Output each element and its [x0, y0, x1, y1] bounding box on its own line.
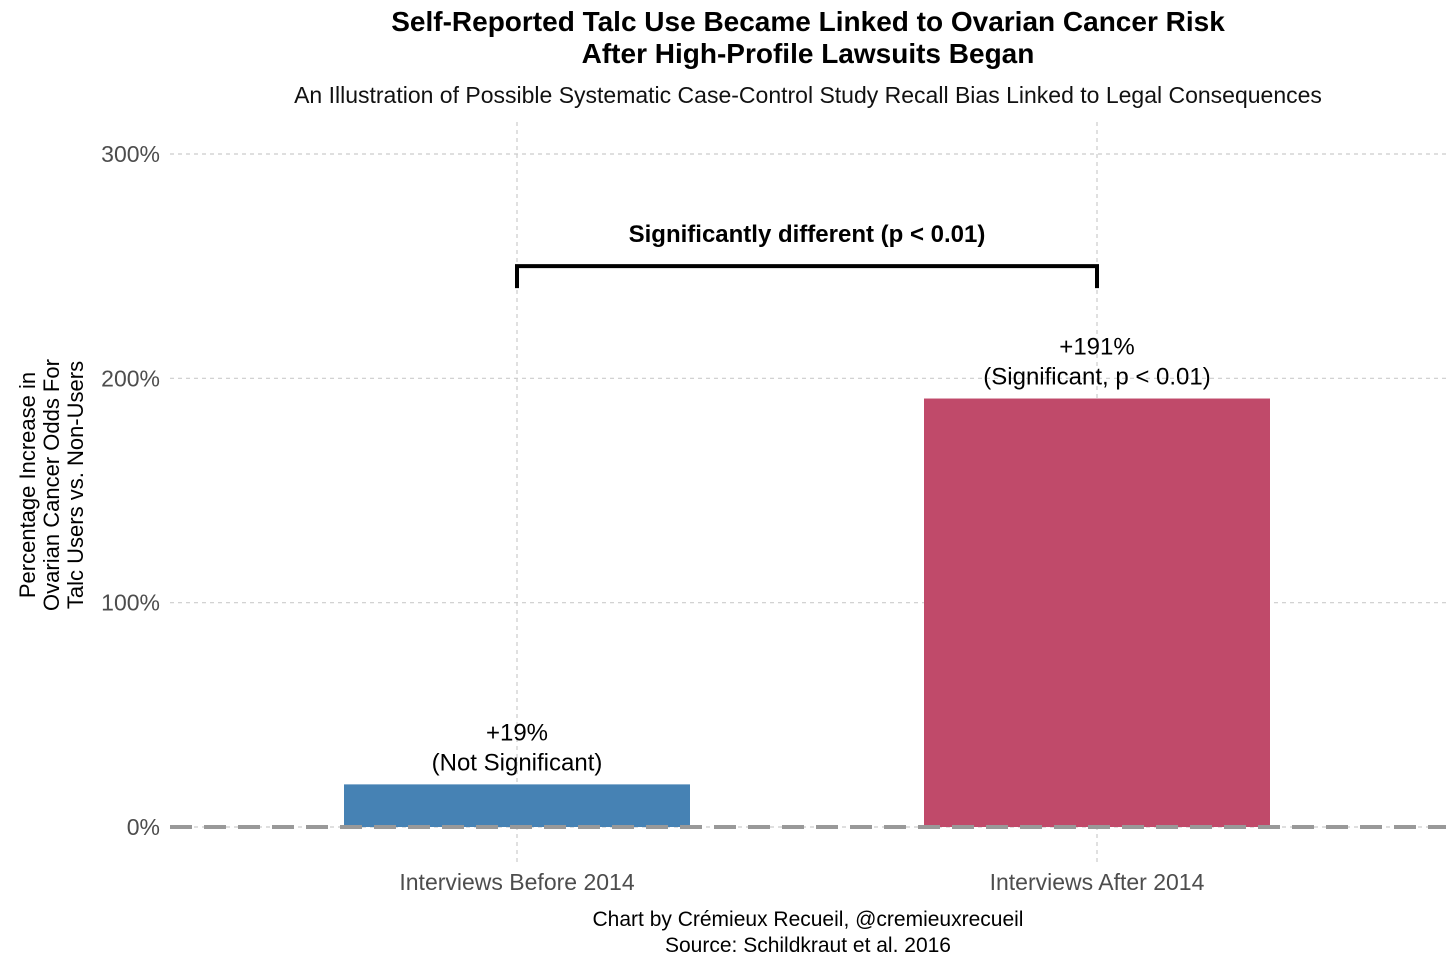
y-axis-label-line-1: Percentage Increase in	[15, 371, 40, 599]
y-axis-label-line-2: Ovarian Cancer Odds For	[39, 359, 64, 611]
y-tick-label: 100%	[101, 590, 160, 616]
y-axis-label-line-3: Talc Users vs. Non-Users	[63, 360, 88, 610]
bar-1	[344, 784, 690, 827]
y-tick-label: 0%	[127, 814, 160, 840]
data-label-value: +191%	[1059, 334, 1134, 361]
significance-bracket-label: Significantly different (p < 0.01)	[629, 221, 986, 248]
x-tick-label: Interviews Before 2014	[399, 869, 634, 895]
data-label-significance: (Not Significant)	[432, 749, 603, 776]
y-tick-label: 300%	[101, 141, 160, 167]
chart-title-line-1: Self-Reported Talc Use Became Linked to …	[391, 6, 1225, 37]
caption-source: Source: Schildkraut et al. 2016	[664, 934, 951, 957]
chart-title: Self-Reported Talc Use Became Linked to …	[0, 6, 1456, 70]
significance-bracket	[515, 264, 1099, 289]
x-tick-label: Interviews After 2014	[990, 869, 1205, 895]
bar-2	[924, 398, 1270, 827]
data-label-significance: (Significant, p < 0.01)	[983, 364, 1210, 391]
y-tick-label: 200%	[101, 365, 160, 391]
chart-caption: Chart by Crémieux Recueil, @cremieuxrecu…	[0, 907, 1456, 959]
chart-title-line-2: After High-Profile Lawsuits Began	[581, 38, 1035, 69]
data-label-value: +19%	[486, 719, 548, 746]
chart-subtitle: An Illustration of Possible Systematic C…	[294, 82, 1322, 108]
y-axis-label: Percentage Increase in Ovarian Cancer Od…	[15, 285, 88, 685]
caption-credit: Chart by Crémieux Recueil, @cremieuxrecu…	[592, 908, 1024, 931]
